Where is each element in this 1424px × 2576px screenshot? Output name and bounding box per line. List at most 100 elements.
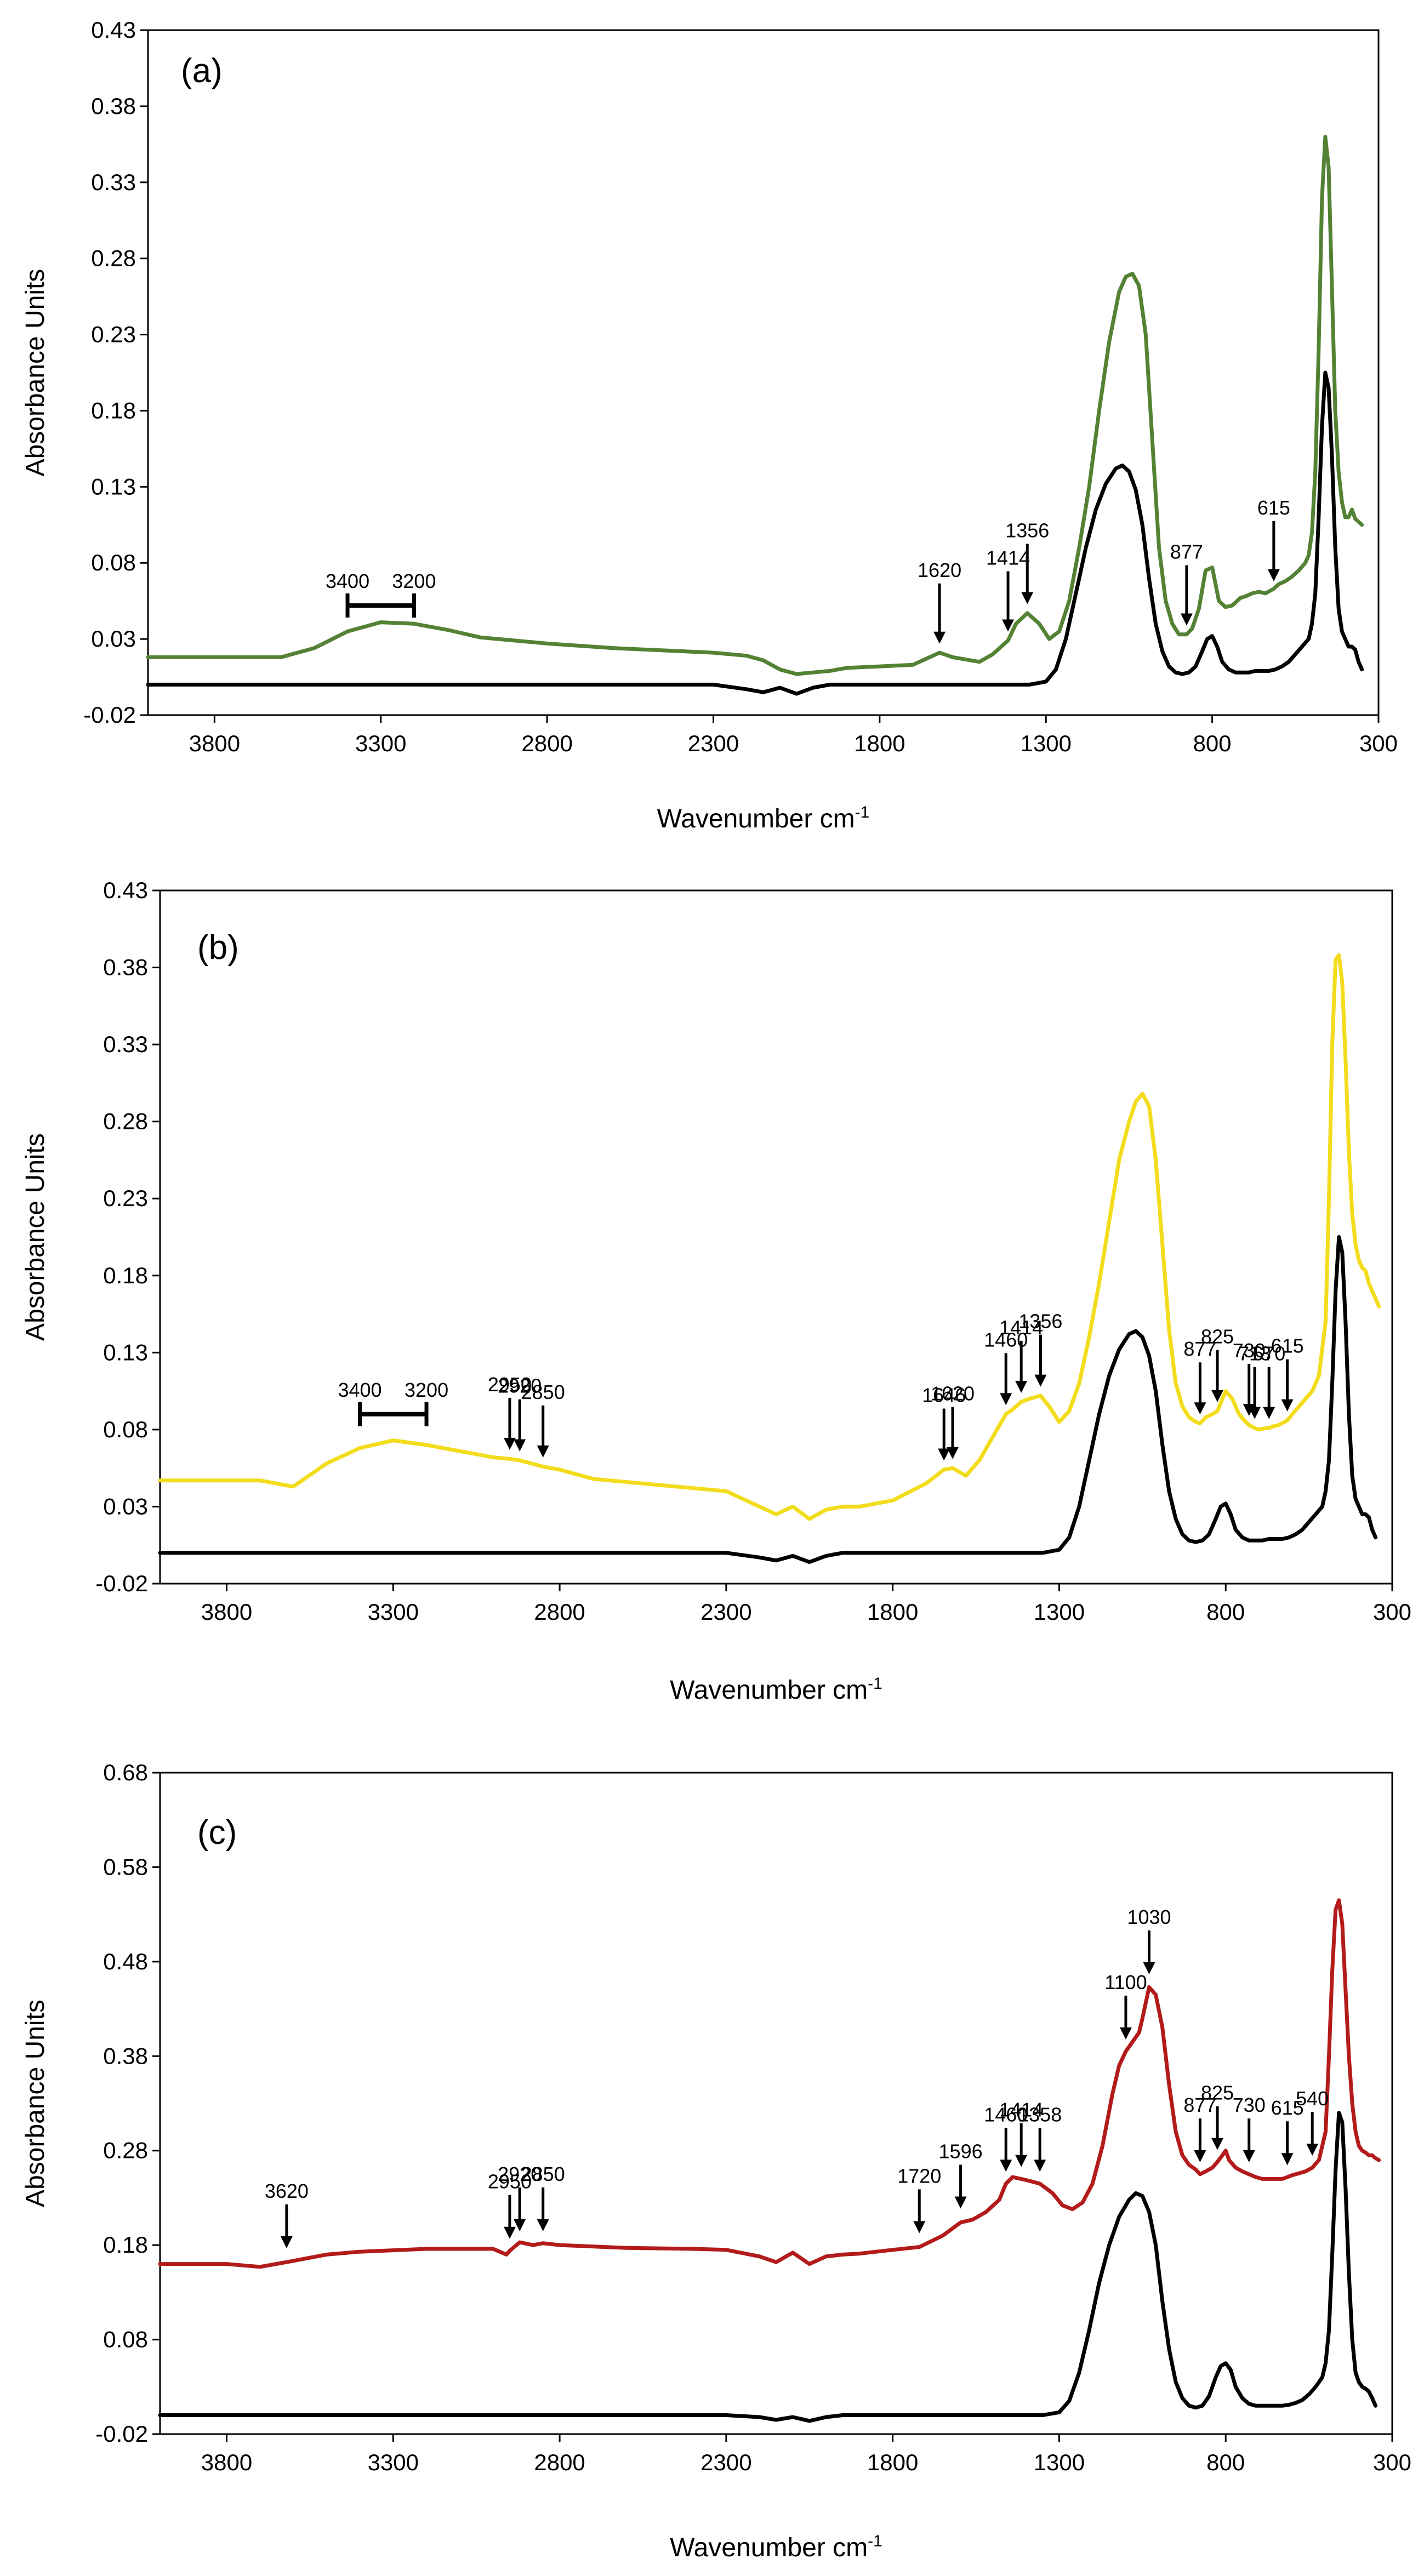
- peak-label: 877: [1183, 2094, 1216, 2116]
- peak-label: 2920: [498, 1375, 542, 1397]
- x-tick-label: 3300: [355, 730, 406, 756]
- series-line-1: [158, 1235, 1378, 1564]
- x-axis-label-text: Wavenumber cm: [670, 2533, 868, 2562]
- peak-label: 2850: [521, 1381, 565, 1403]
- series-line-0: [146, 134, 1364, 676]
- arrow-head: [1243, 2150, 1255, 2163]
- x-tick-label: 2800: [521, 730, 572, 756]
- arrow-head: [1281, 2153, 1294, 2166]
- panel-a: -0.02 0.03 0.08 0.13 0.18 0.23 0.28 0.33 0.38 0.4…: [0, 0, 1424, 855]
- x-tick-label: 1800: [867, 2449, 918, 2475]
- x-tick-label: 3300: [368, 2449, 419, 2475]
- chart-c-svg: -0.02 0.08 0.18 0.28 0.38 0.48 0.58 0.68 3800 330…: [21, 1760, 1411, 2562]
- x-axis-label-superscript: -1: [868, 2532, 882, 2550]
- y-tick-label: -0.02: [95, 1570, 148, 1596]
- peak-label: 713: [1238, 1343, 1271, 1365]
- peak-label: 2850: [521, 2163, 565, 2185]
- arrow-head: [1119, 2027, 1132, 2040]
- y-tick-label: 0.48: [103, 1949, 148, 1974]
- x-axis-label-text: Wavenumber cm: [670, 1676, 868, 1705]
- arrow-head: [1249, 1407, 1261, 1419]
- x-axis-label: Wavenumber cm-1: [670, 1675, 882, 1705]
- peak-label: 1720: [897, 2164, 941, 2187]
- plot-frame: [159, 1772, 1393, 2435]
- arrow-head: [1000, 2160, 1012, 2172]
- series-line-1: [146, 370, 1364, 696]
- arrow-head: [1015, 2155, 1028, 2167]
- y-tick-label: 0.18: [103, 1263, 148, 1288]
- x-tick-label: 3300: [368, 1599, 419, 1625]
- x-tick-label: 1800: [854, 730, 905, 756]
- peak-label: 877: [1170, 540, 1203, 563]
- arrow-head: [503, 2226, 516, 2239]
- x-tick-label: 2300: [700, 2449, 751, 2475]
- x-tick-label: 800: [1193, 730, 1232, 756]
- y-tick-label: 0.33: [91, 169, 136, 195]
- y-tick-label: 0.33: [103, 1031, 148, 1057]
- panel-label: (b): [197, 929, 239, 967]
- plot-frame: [147, 29, 1380, 716]
- peak-label: 615: [1271, 2097, 1304, 2119]
- peak-label: 1620: [918, 559, 961, 581]
- range-label-from: 3400: [338, 1379, 381, 1401]
- peak-label: 825: [1201, 1326, 1234, 1348]
- peak-label: 1100: [1104, 1971, 1147, 1994]
- arrow-head: [1002, 619, 1015, 632]
- y-tick-label: 0.38: [103, 955, 148, 980]
- peak-label: 3620: [265, 2180, 309, 2202]
- y-axis-label: Absorbance Units: [21, 1133, 50, 1341]
- y-tick-label: 0.18: [103, 2232, 148, 2258]
- peak-label: 2920: [498, 2163, 542, 2185]
- peak-label: 730: [1233, 2094, 1266, 2116]
- peak-label: 670: [1252, 1343, 1285, 1365]
- arrow-head: [1281, 1399, 1294, 1412]
- x-tick-label: 3800: [201, 2449, 252, 2475]
- panel-label: (a): [181, 52, 223, 90]
- x-tick-label: 800: [1206, 1599, 1245, 1625]
- arrow-head: [1211, 2138, 1224, 2150]
- panel-c: -0.02 0.08 0.18 0.28 0.38 0.48 0.58 0.68 3800 330…: [0, 1743, 1424, 2576]
- y-tick-label: 0.68: [103, 1760, 148, 1785]
- range-label-to: 3200: [392, 570, 436, 592]
- chart-a-svg: -0.02 0.03 0.08 0.13 0.18 0.23 0.28 0.33 0.38 0.4…: [21, 17, 1398, 833]
- y-axis-label: Absorbance Units: [21, 269, 50, 477]
- x-tick-label: 2300: [700, 1599, 751, 1625]
- peak-label: 877: [1183, 1338, 1216, 1360]
- peak-label: 540: [1296, 2087, 1329, 2110]
- x-tick-label: 300: [1373, 2449, 1411, 2475]
- arrow-head: [1034, 2160, 1046, 2172]
- arrow-head: [514, 1439, 526, 1452]
- series-line-0: [158, 1898, 1381, 2269]
- x-tick-label: 3800: [201, 1599, 252, 1625]
- peak-label: 2950: [488, 1373, 532, 1396]
- arrow-head: [938, 1448, 950, 1461]
- y-tick-label: 0.08: [91, 550, 136, 575]
- y-tick-label: 0.28: [91, 245, 136, 271]
- arrow-head: [1143, 1962, 1155, 1974]
- y-tick-label: 0.13: [91, 473, 136, 499]
- arrow-head: [933, 631, 946, 644]
- panel-label: (c): [197, 1814, 237, 1852]
- y-tick-label: 0.03: [103, 1493, 148, 1519]
- peak-label: 1414: [999, 2099, 1043, 2121]
- arrow-head: [1000, 1393, 1012, 1406]
- y-tick-label: 0.43: [103, 877, 148, 903]
- peak-label: 1356: [1005, 519, 1049, 542]
- y-tick-label: 0.23: [103, 1185, 148, 1211]
- chart-b-svg: -0.02 0.03 0.08 0.13 0.18 0.23 0.28 0.33 0.38 0.4…: [21, 877, 1411, 1705]
- arrow-head: [947, 1447, 959, 1459]
- y-tick-label: 0.28: [103, 2138, 148, 2163]
- y-tick-label: 0.08: [103, 1416, 148, 1442]
- y-tick-label: 0.08: [103, 2327, 148, 2352]
- arrow-head: [954, 2196, 967, 2209]
- peak-label: 1414: [999, 1316, 1043, 1339]
- y-tick-label: 0.38: [91, 93, 136, 119]
- y-tick-label: 0.03: [91, 626, 136, 652]
- range-label-to: 3200: [405, 1379, 448, 1401]
- y-tick-label: -0.02: [83, 702, 136, 728]
- x-axis-label: Wavenumber cm-1: [670, 2532, 882, 2562]
- plot-frame: [159, 889, 1393, 1585]
- arrow-head: [1306, 2143, 1319, 2156]
- x-tick-label: 2800: [534, 1599, 585, 1625]
- y-tick-label: 0.23: [91, 322, 136, 347]
